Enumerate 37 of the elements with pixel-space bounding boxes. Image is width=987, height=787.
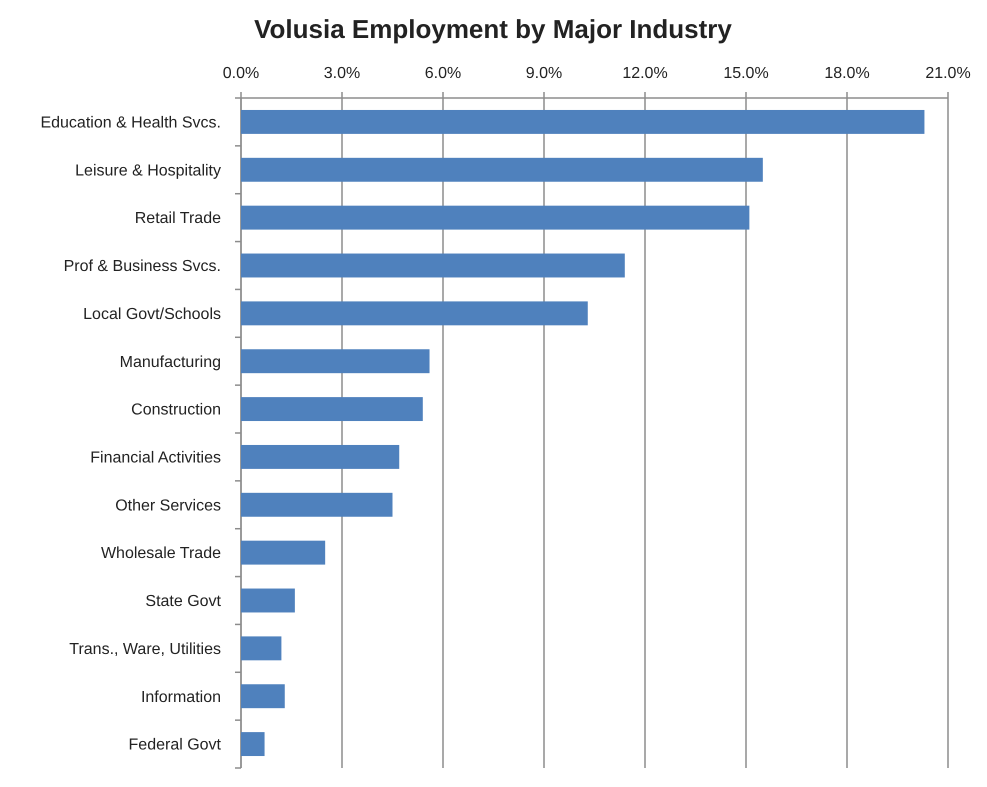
bar — [241, 540, 326, 565]
y-tick-label: Leisure & Hospitality — [75, 162, 221, 180]
bar — [241, 444, 400, 469]
bar — [241, 254, 625, 278]
bar — [241, 588, 295, 612]
y-tick-label: Trans., Ware, Utilities — [69, 640, 221, 658]
y-tick-label: Construction — [131, 402, 221, 419]
bar — [241, 636, 282, 660]
bar — [241, 158, 763, 182]
y-tick-label: Federal Govt — [128, 736, 222, 754]
y-tick-label: Local Govt/Schools — [83, 306, 221, 323]
bar — [241, 110, 924, 134]
chart-title: Volusia Employment by Major Industry — [254, 14, 732, 44]
bar — [241, 301, 588, 326]
x-tick-label: 12.0% — [622, 65, 668, 82]
y-tick-label: Other Services — [115, 497, 221, 514]
bar — [241, 732, 265, 756]
y-tick-label: Financial Activities — [90, 450, 221, 467]
y-tick-label: Education & Health Svcs. — [40, 114, 221, 132]
x-tick-label: 21.0% — [925, 65, 971, 82]
x-tick-label: 3.0% — [324, 65, 360, 82]
bar — [241, 206, 750, 230]
y-tick-label: Manufacturing — [120, 354, 221, 371]
y-tick-label: Prof & Business Svcs. — [64, 258, 221, 276]
y-tick-label: State Govt — [145, 593, 222, 610]
x-tick-label: 18.0% — [824, 65, 870, 82]
bar — [241, 684, 285, 708]
x-tick-label: 0.0% — [222, 65, 260, 82]
y-tick-label: Retail Trade — [134, 210, 222, 228]
bar — [241, 349, 430, 374]
bar — [241, 397, 423, 422]
x-tick-label: 15.0% — [723, 65, 769, 82]
y-tick-label: Wholesale Trade — [100, 545, 222, 562]
x-tick-label: 6.0% — [424, 65, 462, 82]
y-tick-label: Information — [140, 688, 221, 706]
x-tick-label: 9.0% — [526, 65, 562, 82]
bar — [241, 492, 392, 517]
